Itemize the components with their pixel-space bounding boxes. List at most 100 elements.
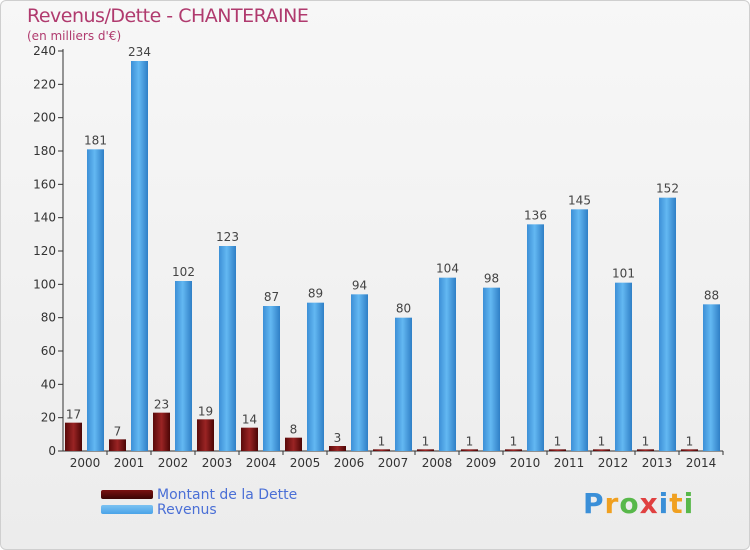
data-label-revenus: 152 xyxy=(656,182,679,196)
data-label-dette: 8 xyxy=(290,423,298,437)
data-label-dette: 1 xyxy=(554,434,562,448)
y-tick-label: 140 xyxy=(33,211,56,225)
x-tick-label: 2005 xyxy=(290,456,321,470)
data-label-dette: 1 xyxy=(510,434,518,448)
data-label-dette: 1 xyxy=(642,434,650,448)
bar-dette xyxy=(329,446,346,451)
x-tick-label: 2003 xyxy=(202,456,233,470)
data-label-dette: 23 xyxy=(154,398,169,412)
chart-title: Revenus/Dette - CHANTERAINE xyxy=(27,5,309,27)
data-label-dette: 1 xyxy=(598,434,606,448)
data-label-revenus: 101 xyxy=(612,267,635,281)
data-label-revenus: 88 xyxy=(704,288,719,302)
bar-revenus xyxy=(263,306,280,451)
y-tick-label: 220 xyxy=(33,77,56,91)
bar-dette xyxy=(65,422,82,451)
bar-dette xyxy=(461,449,478,451)
bar-revenus xyxy=(351,294,368,451)
legend-item-revenus: Revenus xyxy=(101,501,297,518)
data-label-revenus: 145 xyxy=(568,193,591,207)
y-tick-label: 160 xyxy=(33,177,56,191)
x-tick-label: 2012 xyxy=(598,456,629,470)
x-tick-label: 2002 xyxy=(158,456,189,470)
logo-letter: x xyxy=(639,487,659,520)
y-tick-label: 120 xyxy=(33,244,56,258)
logo-letter: i xyxy=(683,487,695,520)
data-label-revenus: 104 xyxy=(436,262,459,276)
bar-revenus xyxy=(527,224,544,451)
legend-swatch-revenus xyxy=(101,505,153,514)
data-label-dette: 1 xyxy=(378,434,386,448)
y-tick-label: 40 xyxy=(41,377,56,391)
bar-revenus xyxy=(571,209,588,451)
data-label-dette: 14 xyxy=(242,413,257,427)
y-tick-label: 100 xyxy=(33,277,56,291)
bar-revenus xyxy=(703,304,720,451)
data-label-revenus: 87 xyxy=(264,290,279,304)
x-tick-label: 2009 xyxy=(466,456,497,470)
data-label-dette: 1 xyxy=(466,434,474,448)
bar-dette xyxy=(417,449,434,451)
bar-dette xyxy=(285,437,302,451)
bar-revenus xyxy=(87,149,104,452)
data-label-dette: 7 xyxy=(114,424,122,438)
y-tick-label: 60 xyxy=(41,344,56,358)
bar-revenus xyxy=(307,302,324,451)
bar-dette xyxy=(505,449,522,451)
bar-chart: 0204060801001201401601802002202402000171… xyxy=(33,44,724,470)
data-label-dette: 3 xyxy=(334,431,342,445)
bar-revenus xyxy=(483,287,500,451)
bar-revenus xyxy=(219,246,236,451)
legend-label-revenus: Revenus xyxy=(157,501,217,518)
chart-subtitle: (en milliers d'€) xyxy=(27,29,122,43)
bar-dette xyxy=(153,412,170,451)
y-tick-label: 80 xyxy=(41,311,56,325)
data-label-revenus: 181 xyxy=(84,133,107,147)
x-tick-label: 2013 xyxy=(642,456,673,470)
data-label-revenus: 136 xyxy=(524,208,547,222)
data-label-revenus: 123 xyxy=(216,230,239,244)
data-label-revenus: 94 xyxy=(352,278,367,292)
x-tick-label: 2007 xyxy=(378,456,409,470)
bar-dette xyxy=(241,427,258,451)
legend-swatch-dette xyxy=(101,490,153,499)
data-label-revenus: 98 xyxy=(484,272,499,286)
data-label-dette: 1 xyxy=(686,434,694,448)
legend-item-dette: Montant de la Dette xyxy=(101,486,298,503)
x-tick-label: 2006 xyxy=(334,456,365,470)
bar-revenus xyxy=(615,282,632,451)
legend: Montant de la Dette Revenus xyxy=(101,486,298,518)
data-label-dette: 19 xyxy=(198,404,213,418)
bar-dette xyxy=(549,449,566,451)
y-tick-label: 0 xyxy=(48,444,56,458)
bar-dette xyxy=(197,419,214,451)
bar-dette xyxy=(681,449,698,451)
data-label-revenus: 102 xyxy=(172,265,195,279)
data-label-revenus: 89 xyxy=(308,287,323,301)
logo-letter: r xyxy=(604,487,620,520)
logo-letter: t xyxy=(669,487,684,520)
y-tick-label: 20 xyxy=(41,411,56,425)
x-tick-label: 2011 xyxy=(554,456,585,470)
y-tick-label: 200 xyxy=(33,111,56,125)
logo-letter: i xyxy=(658,487,670,520)
bar-dette xyxy=(593,449,610,451)
bar-revenus xyxy=(659,197,676,451)
bar-dette xyxy=(109,439,126,451)
y-tick-label: 180 xyxy=(33,144,56,158)
data-label-dette: 17 xyxy=(66,408,81,422)
legend-label-dette: Montant de la Dette xyxy=(157,486,298,503)
y-tick-label: 240 xyxy=(33,44,56,58)
data-label-revenus: 80 xyxy=(396,302,411,316)
data-label-dette: 1 xyxy=(422,434,430,448)
bar-dette xyxy=(637,449,654,451)
bar-revenus xyxy=(439,277,456,451)
proxiti-logo: Proxiti xyxy=(583,487,694,520)
x-tick-label: 2004 xyxy=(246,456,277,470)
data-label-revenus: 234 xyxy=(128,45,151,59)
bar-revenus xyxy=(175,281,192,451)
bar-revenus xyxy=(131,61,148,451)
x-tick-label: 2000 xyxy=(70,456,101,470)
logo-letter: o xyxy=(619,487,640,520)
